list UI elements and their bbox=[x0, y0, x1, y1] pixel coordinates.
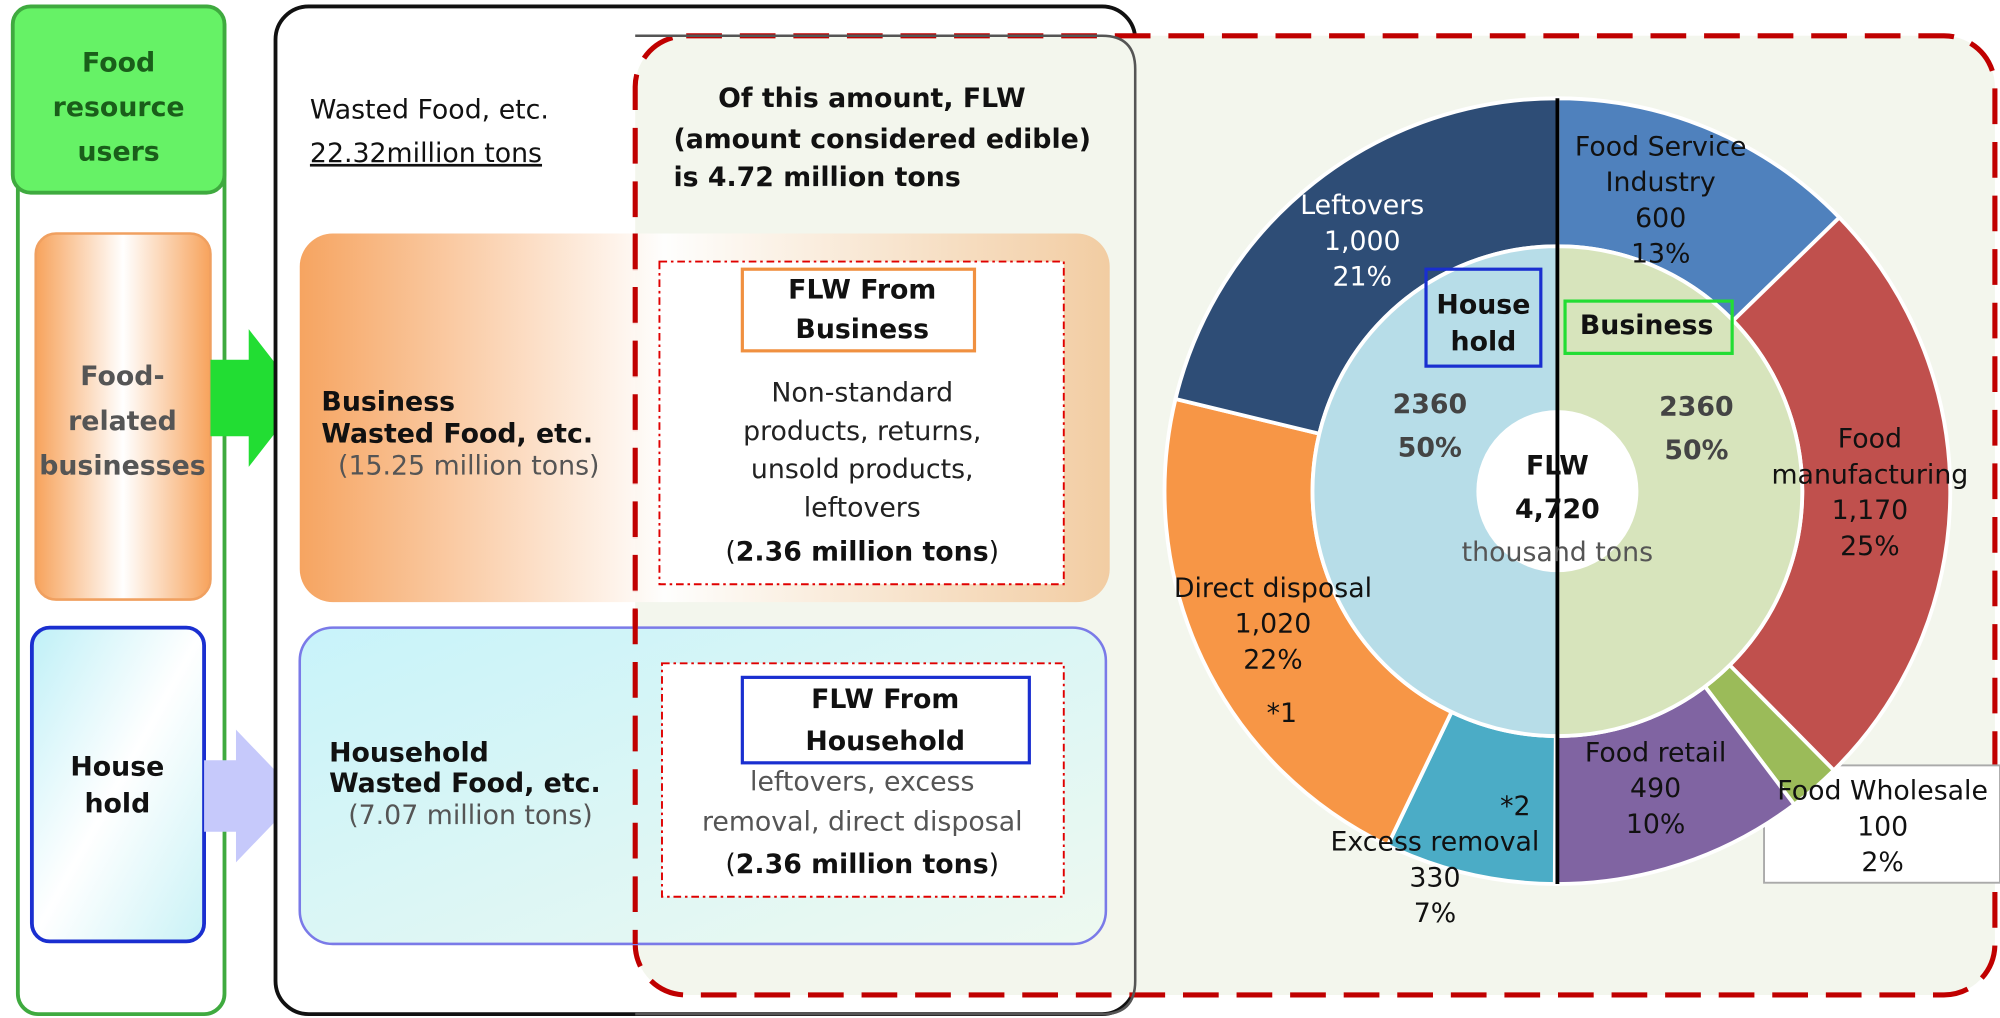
note: *2 bbox=[1500, 791, 1530, 822]
business-flw-title: FLW From bbox=[788, 274, 936, 305]
segment-name: manufacturing bbox=[1771, 459, 1968, 490]
segment-share: 7% bbox=[1414, 898, 1456, 929]
segment-name: Food Service bbox=[1575, 132, 1747, 163]
flw-note: is 4.72 million tons bbox=[673, 162, 960, 193]
business-flw-title: Business bbox=[795, 314, 929, 345]
flw-amount-part: ) bbox=[989, 848, 999, 879]
flw-amount-part: ( bbox=[725, 848, 735, 879]
wasted-box-edge bbox=[635, 34, 1137, 1016]
flw-amount: (2.36 million tons) bbox=[725, 848, 999, 879]
business-title: Wasted Food, etc. bbox=[321, 419, 593, 450]
business-user-label: Food- bbox=[80, 361, 164, 392]
segment-value: 600 bbox=[1635, 203, 1686, 234]
segment-share: 22% bbox=[1243, 644, 1303, 675]
segment-value: 1,000 bbox=[1324, 226, 1401, 257]
flw-amount-part: ( bbox=[725, 536, 735, 567]
household-title: Wasted Food, etc. bbox=[329, 768, 601, 799]
center-title: FLW bbox=[1526, 450, 1589, 481]
segment-name: Food retail bbox=[1585, 737, 1726, 768]
segment-share: 13% bbox=[1631, 239, 1691, 270]
wasted-title: Wasted Food, etc. bbox=[310, 95, 549, 126]
flw-amount: (2.36 million tons) bbox=[725, 536, 999, 567]
business-description: products, returns, bbox=[743, 416, 981, 447]
segment-value: 1,170 bbox=[1832, 495, 1909, 526]
users-header bbox=[10, 4, 227, 195]
segment-value: 100 bbox=[1857, 811, 1908, 842]
household-user-label: hold bbox=[84, 788, 150, 819]
household-flw-title-box bbox=[740, 675, 1031, 765]
business-user-label: related bbox=[68, 406, 177, 437]
wasted-amount: 22.32million tons bbox=[310, 138, 542, 169]
business-title: Business bbox=[321, 387, 455, 418]
segment-share: 21% bbox=[1332, 262, 1392, 293]
segment-name: Leftovers bbox=[1300, 190, 1424, 221]
business-user-label: businesses bbox=[39, 450, 205, 481]
users-title: resource bbox=[53, 92, 185, 123]
business-amount: (15.25 million tons) bbox=[338, 450, 599, 481]
segment-value: 330 bbox=[1409, 862, 1460, 893]
inner-share: 50% bbox=[1398, 433, 1462, 464]
inner-name: hold bbox=[1451, 327, 1517, 358]
segment-name: Industry bbox=[1606, 167, 1716, 198]
household-user-box bbox=[29, 625, 206, 944]
segment-share: 25% bbox=[1840, 531, 1900, 562]
segment-name: Excess removal bbox=[1331, 827, 1540, 858]
flw-amount-part: 2.36 million tons bbox=[736, 848, 989, 879]
household-label-box bbox=[1424, 267, 1543, 368]
business-arrow bbox=[210, 329, 303, 467]
business-label-box bbox=[1563, 299, 1734, 355]
inner-name: Business bbox=[1580, 310, 1714, 341]
household-description: removal, direct disposal bbox=[702, 806, 1023, 837]
segment-value: 490 bbox=[1630, 773, 1681, 804]
business-description: unsold products, bbox=[751, 454, 974, 485]
business-description: Non-standard bbox=[771, 378, 953, 409]
flw-amount-part: 2.36 million tons bbox=[736, 536, 989, 567]
inner-value: 2360 bbox=[1659, 392, 1734, 423]
segment-name: Food Wholesale bbox=[1777, 776, 1988, 807]
business-flw-title-box bbox=[740, 267, 977, 353]
segment-share: 2% bbox=[1861, 847, 1903, 878]
household-flw-title: FLW From bbox=[811, 684, 959, 715]
household-user-label: House bbox=[70, 751, 164, 782]
business-description: leftovers bbox=[804, 492, 921, 523]
household-arrow bbox=[204, 729, 300, 863]
segment-share: 10% bbox=[1626, 809, 1686, 840]
segment-name: Direct disposal bbox=[1174, 573, 1372, 604]
segment-value: 1,020 bbox=[1235, 609, 1312, 640]
household-description: leftovers, excess bbox=[750, 767, 974, 798]
household-flw-title: Household bbox=[805, 726, 965, 757]
flw-amount-part: ) bbox=[989, 536, 999, 567]
center-unit: thousand tons bbox=[1462, 537, 1653, 568]
flw-note: (amount considered edible) bbox=[673, 124, 1091, 155]
inner-name: House bbox=[1436, 290, 1530, 321]
household-amount: (7.07 million tons) bbox=[348, 800, 592, 831]
segment-name: Food bbox=[1838, 424, 1902, 455]
household-title: Household bbox=[329, 737, 489, 768]
users-title: users bbox=[77, 137, 159, 168]
inner-value: 2360 bbox=[1393, 389, 1468, 420]
users-title: Food bbox=[82, 47, 155, 78]
note: *1 bbox=[1267, 698, 1297, 729]
flw-note: Of this amount, FLW bbox=[718, 83, 1026, 114]
inner-share: 50% bbox=[1664, 435, 1728, 466]
center-total: 4,720 bbox=[1515, 494, 1600, 525]
